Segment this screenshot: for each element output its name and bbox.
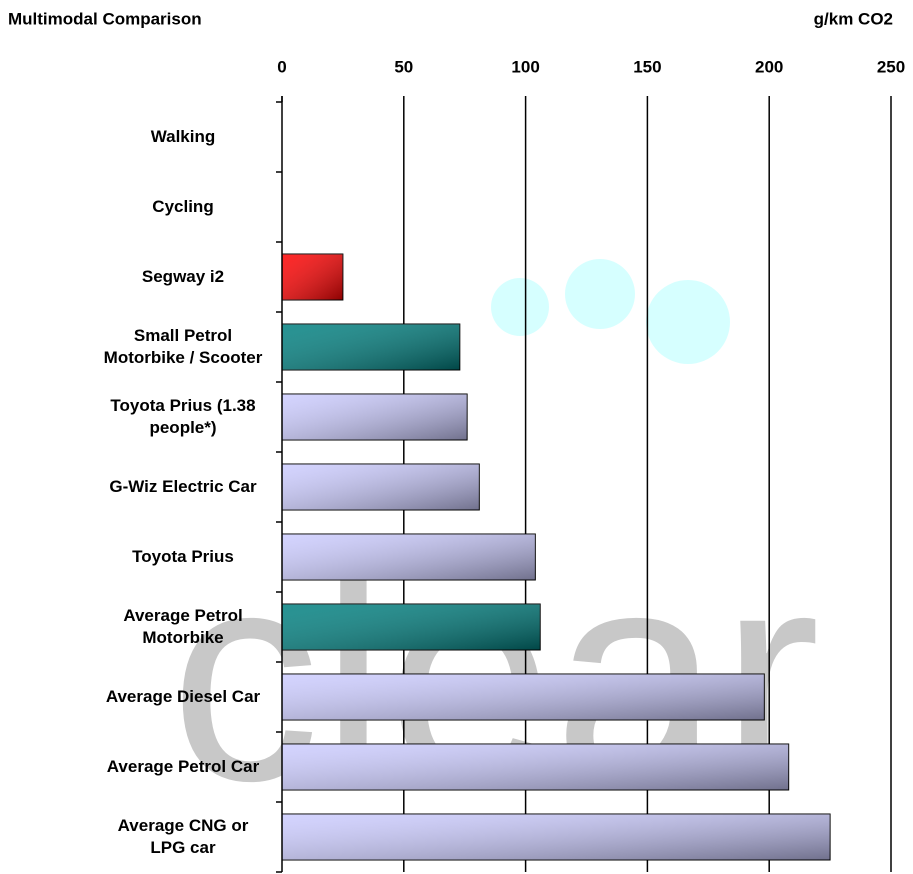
category-label: G-Wiz Electric Car <box>109 477 257 496</box>
decoration <box>491 259 730 364</box>
bar-shade <box>282 674 765 720</box>
decor-circle <box>491 278 549 336</box>
category-label: Average Petrol Motorbike <box>123 606 243 647</box>
category-label: Average CNG or LPG car <box>117 816 249 857</box>
x-tick-label: 0 <box>277 57 286 76</box>
category-label: Average Diesel Car <box>105 687 261 706</box>
x-tick-label: 250 <box>877 57 905 76</box>
decor-circle <box>565 259 635 329</box>
category-label: Cycling <box>152 197 214 216</box>
bar-shade <box>282 604 541 650</box>
category-label: Segway i2 <box>141 267 225 286</box>
bar-shade <box>282 534 536 580</box>
bar-shade <box>282 324 460 370</box>
chart-title: Multimodal Comparison <box>8 9 202 28</box>
x-tick-label: 100 <box>511 57 539 76</box>
category-label: Small Petrol Motorbike / Scooter <box>103 326 263 367</box>
bar-shade <box>282 464 480 510</box>
x-tick-label: 50 <box>394 57 413 76</box>
decor-circle <box>646 280 730 364</box>
category-label: Toyota Prius (1.38 people*) <box>110 396 256 437</box>
category-label: Walking <box>150 127 216 146</box>
bar-shade <box>282 744 789 790</box>
category-label: Average Petrol Car <box>106 757 260 776</box>
x-tick-label: 200 <box>755 57 783 76</box>
category-label: Toyota Prius <box>132 547 234 566</box>
x-tick-label: 150 <box>633 57 661 76</box>
bar-shade <box>282 254 343 300</box>
axis-label: g/km CO2 <box>814 9 893 28</box>
bar-shade <box>282 394 468 440</box>
bar-shade <box>282 814 831 860</box>
